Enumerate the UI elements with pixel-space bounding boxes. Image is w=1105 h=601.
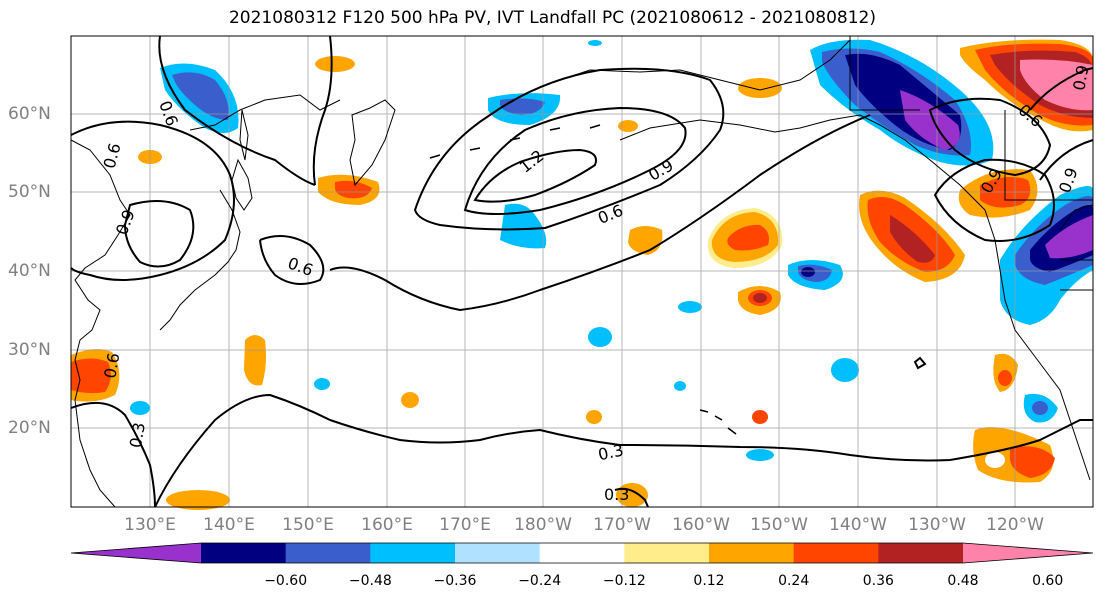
lat-tick-60n: 60°N [8, 104, 51, 124]
map-title: 2021080312 F120 500 hPa PV, IVT Landfall… [228, 8, 876, 28]
colorbar-tick-label: 0.12 [693, 573, 725, 589]
pv-anomaly-shading [71, 39, 1093, 510]
lon-tick: 130°W [908, 515, 966, 535]
lon-tick: 140°E [203, 515, 255, 535]
lon-tick: 120°W [986, 515, 1044, 535]
colorbar-segment [455, 543, 541, 563]
colorbar-segment [793, 543, 879, 563]
lon-tick: 180°W [514, 515, 572, 535]
colorbar-segment [201, 543, 287, 563]
lon-tick: 170°W [593, 515, 651, 535]
coastlines [70, 36, 1094, 508]
lat-tick-20n: 20°N [8, 418, 51, 438]
lon-tick: 160°W [672, 515, 730, 535]
lon-tick: 170°E [439, 515, 491, 535]
colorbar-tick-label: −0.48 [348, 573, 392, 589]
colorbar-tick-label: 0.24 [778, 573, 810, 589]
map-frame [70, 35, 1094, 508]
lon-tick: 150°E [282, 515, 334, 535]
colorbar-outline [70, 542, 1094, 564]
colorbar [70, 542, 1094, 564]
colorbar-tick-label: −0.36 [433, 573, 477, 589]
colorbar-tick-label: −0.12 [602, 573, 646, 589]
colorbar-segment [539, 543, 625, 563]
lon-tick: 150°W [750, 515, 808, 535]
contour-label: 0.9 [1069, 64, 1092, 92]
lat-tick-50n: 50°N [8, 182, 51, 202]
contour-label: 0.3 [596, 440, 625, 464]
colorbar-extend-min [71, 543, 201, 563]
colorbar-segment [878, 543, 964, 563]
colorbar-tick-label: 0.48 [947, 573, 979, 589]
contour-label: 0.6 [100, 351, 123, 379]
lat-tick-40n: 40°N [8, 261, 51, 281]
contour-label: 0.3 [604, 485, 629, 504]
colorbar-tick-label: −0.60 [264, 573, 308, 589]
lon-tick: 130°E [124, 515, 176, 535]
colorbar-tick-label: −0.24 [518, 573, 562, 589]
contour-label: 0.3 [126, 421, 149, 449]
colorbar-tick-label: 0.36 [862, 573, 894, 589]
colorbar-tick-label: 0.60 [1032, 573, 1064, 589]
lon-tick: 140°W [829, 515, 887, 535]
colorbar-extend-max [963, 543, 1093, 563]
ivt-contours [70, 35, 1094, 508]
colorbar-segment [624, 543, 710, 563]
colorbar-segment [709, 543, 795, 563]
lat-tick-30n: 30°N [8, 340, 51, 360]
colorbar-segment [370, 543, 456, 563]
lon-tick: 160°E [361, 515, 413, 535]
colorbar-segment [285, 543, 371, 563]
